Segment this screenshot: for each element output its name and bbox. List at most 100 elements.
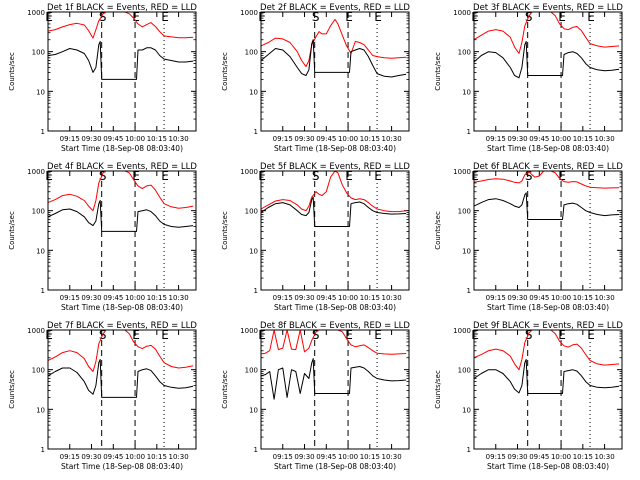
lld-series-line xyxy=(473,329,620,371)
x-tick-label: 09:15 xyxy=(273,294,293,302)
y-tick-label: 1 xyxy=(467,446,471,454)
x-tick-label: 10:00 xyxy=(551,453,571,461)
x-tick-label: 10:00 xyxy=(551,135,571,143)
x-tick-label: 10:15 xyxy=(573,453,593,461)
y-axis-label: Counts/sec xyxy=(221,52,229,91)
event-marker-label: E xyxy=(161,328,169,342)
x-tick-label: 09:30 xyxy=(294,453,314,461)
event-marker-label: S xyxy=(525,328,533,342)
y-tick-label: 1 xyxy=(254,128,258,136)
x-tick-label: 10:15 xyxy=(360,135,380,143)
y-tick-label: 1 xyxy=(41,446,45,454)
x-tick-label: 09:15 xyxy=(273,135,293,143)
y-tick-label: 1000 xyxy=(240,168,258,176)
x-tick-label: 10:15 xyxy=(360,294,380,302)
plot-frame xyxy=(473,329,623,450)
x-tick-label: 09:15 xyxy=(60,453,80,461)
event-marker-label: E xyxy=(471,169,479,183)
x-tick-label: 09:30 xyxy=(507,453,527,461)
lld-series-line xyxy=(47,329,194,372)
x-tick-label: 09:15 xyxy=(60,294,80,302)
chart-panel: Det 8f BLACK = Events, RED = LLD 1 10 100 10… xyxy=(221,321,410,471)
x-tick-label: 09:30 xyxy=(294,294,314,302)
x-tick-label: 10:15 xyxy=(573,294,593,302)
y-tick-label: 1 xyxy=(41,287,45,295)
plot-frame xyxy=(260,170,410,291)
x-tick-label: 09:45 xyxy=(103,294,123,302)
y-axis-label: Counts/sec xyxy=(221,370,229,409)
event-marker-label: E xyxy=(471,328,479,342)
y-tick-label: 1000 xyxy=(240,9,258,17)
event-marker-label: E xyxy=(161,10,169,24)
y-tick-label: 1 xyxy=(254,287,258,295)
x-tick-label: 10:15 xyxy=(147,135,167,143)
x-tick-label: 10:30 xyxy=(168,294,188,302)
x-tick-label: 10:30 xyxy=(594,294,614,302)
chart-title: Det 4f BLACK = Events, RED = LLD xyxy=(47,162,197,172)
chart-panel: Det 5f BLACK = Events, RED = LLD 1 10 100 10… xyxy=(221,162,410,312)
event-marker-label: E xyxy=(132,10,140,24)
x-tick-label: 10:30 xyxy=(168,453,188,461)
x-tick-label: 09:45 xyxy=(316,453,336,461)
y-tick-label: 100 xyxy=(32,49,45,57)
event-marker-label: E xyxy=(471,10,479,24)
y-tick-label: 10 xyxy=(462,247,471,255)
y-tick-label: 100 xyxy=(458,49,471,57)
events-series-line xyxy=(473,192,620,220)
plot-frame xyxy=(47,329,197,450)
y-tick-label: 1000 xyxy=(453,327,471,335)
y-tick-label: 10 xyxy=(36,247,45,255)
chart-title: Det 2f BLACK = Events, RED = LLD xyxy=(260,3,410,13)
plot-frame xyxy=(47,170,197,291)
y-tick-label: 100 xyxy=(458,208,471,216)
event-marker-label: E xyxy=(45,169,53,183)
event-marker-label: E xyxy=(132,328,140,342)
x-tick-label: 10:30 xyxy=(381,453,401,461)
x-tick-label: 10:30 xyxy=(168,135,188,143)
event-marker-label: E xyxy=(258,169,266,183)
chart-title: Det 5f BLACK = Events, RED = LLD xyxy=(260,162,410,172)
x-tick-label: 10:30 xyxy=(381,294,401,302)
event-marker-label: E xyxy=(132,169,140,183)
y-tick-label: 1000 xyxy=(453,168,471,176)
y-tick-label: 100 xyxy=(458,367,471,375)
y-tick-label: 10 xyxy=(462,406,471,414)
x-tick-label: 09:15 xyxy=(486,135,506,143)
event-marker-label: E xyxy=(45,328,53,342)
y-axis-label: Counts/sec xyxy=(8,211,16,250)
event-marker-label: E xyxy=(45,10,53,24)
x-tick-label: 10:00 xyxy=(551,294,571,302)
x-tick-label: 10:00 xyxy=(338,294,358,302)
x-tick-label: 09:15 xyxy=(486,453,506,461)
chart-title: Det 7f BLACK = Events, RED = LLD xyxy=(47,321,197,331)
events-series-line xyxy=(47,200,194,232)
x-axis-label: Start Time (18-Sep-08 08:03:40) xyxy=(61,303,183,312)
x-tick-label: 09:30 xyxy=(81,453,101,461)
y-tick-label: 1 xyxy=(41,128,45,136)
y-tick-label: 1000 xyxy=(27,327,45,335)
event-marker-label: E xyxy=(258,10,266,24)
event-marker-label: E xyxy=(345,328,353,342)
x-tick-label: 09:45 xyxy=(316,135,336,143)
x-tick-label: 09:45 xyxy=(103,453,123,461)
plot-frame xyxy=(473,11,623,132)
event-marker-label: E xyxy=(374,10,382,24)
y-tick-label: 10 xyxy=(462,88,471,96)
x-tick-label: 10:30 xyxy=(381,135,401,143)
y-tick-label: 1000 xyxy=(453,9,471,17)
y-tick-label: 100 xyxy=(32,208,45,216)
y-tick-label: 10 xyxy=(36,88,45,96)
event-marker-label: S xyxy=(312,169,320,183)
events-series-line xyxy=(47,41,194,80)
chart-title: Det 1f BLACK = Events, RED = LLD xyxy=(47,3,197,13)
y-tick-label: 1 xyxy=(467,287,471,295)
y-tick-label: 1 xyxy=(467,128,471,136)
lld-series-line xyxy=(473,11,620,54)
x-axis-label: Start Time (18-Sep-08 08:03:40) xyxy=(274,303,396,312)
chart-title: Det 8f BLACK = Events, RED = LLD xyxy=(260,321,410,331)
events-series-line xyxy=(473,359,620,394)
y-tick-label: 100 xyxy=(32,367,45,375)
event-marker-label: E xyxy=(345,169,353,183)
x-tick-label: 09:15 xyxy=(273,453,293,461)
chart-panel: Det 2f BLACK = Events, RED = LLD 1 10 100 10… xyxy=(221,3,410,153)
